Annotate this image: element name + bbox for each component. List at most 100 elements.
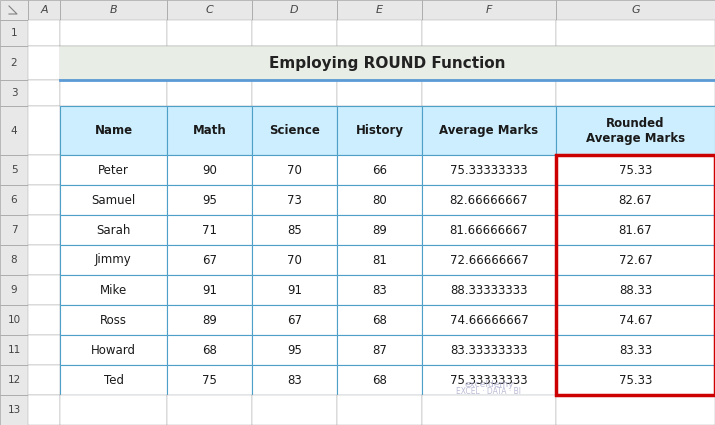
Bar — [556, 106, 715, 155]
Bar — [422, 0, 556, 20]
Text: 89: 89 — [202, 314, 217, 326]
Bar — [337, 275, 422, 305]
Text: 91: 91 — [202, 283, 217, 297]
Text: Ted: Ted — [104, 374, 124, 386]
Bar — [28, 20, 60, 46]
Bar — [0, 215, 28, 245]
Text: 6: 6 — [11, 195, 17, 205]
Text: 13: 13 — [7, 405, 21, 415]
Text: 73: 73 — [287, 193, 302, 207]
Bar — [167, 106, 252, 155]
Text: 74.67: 74.67 — [618, 314, 652, 326]
Text: 75.33333333: 75.33333333 — [450, 164, 528, 176]
Text: E: E — [376, 5, 383, 15]
Text: exceldemy: exceldemy — [464, 380, 514, 389]
Text: Rounded
Average Marks: Rounded Average Marks — [586, 116, 685, 144]
Text: Mike: Mike — [100, 283, 127, 297]
Bar — [252, 80, 337, 106]
Bar — [252, 395, 337, 425]
Text: 1: 1 — [11, 28, 17, 38]
Bar — [252, 335, 337, 365]
Text: 2: 2 — [11, 58, 17, 68]
Text: 89: 89 — [372, 224, 387, 236]
Bar — [28, 335, 60, 365]
Bar — [60, 155, 167, 185]
Bar — [556, 155, 715, 395]
Bar — [0, 106, 28, 155]
Bar — [0, 395, 28, 425]
Bar — [28, 245, 60, 275]
Text: Howard: Howard — [91, 343, 136, 357]
Bar — [252, 365, 337, 395]
Text: 7: 7 — [11, 225, 17, 235]
Text: 72.67: 72.67 — [618, 253, 652, 266]
Bar — [556, 365, 715, 395]
Bar — [28, 275, 60, 305]
Bar — [60, 80, 167, 106]
Text: 9: 9 — [11, 285, 17, 295]
Text: Samuel: Samuel — [92, 193, 136, 207]
Bar — [60, 275, 167, 305]
Text: 4: 4 — [11, 125, 17, 136]
Bar — [422, 305, 556, 335]
Text: F: F — [485, 5, 492, 15]
Bar — [337, 395, 422, 425]
Text: G: G — [631, 5, 640, 15]
Text: 8: 8 — [11, 255, 17, 265]
Text: 95: 95 — [202, 193, 217, 207]
Bar — [252, 245, 337, 275]
Text: B: B — [109, 5, 117, 15]
Text: 70: 70 — [287, 253, 302, 266]
Bar — [556, 80, 715, 106]
Bar — [0, 365, 28, 395]
Bar — [28, 215, 60, 245]
Bar — [167, 80, 252, 106]
Text: 95: 95 — [287, 343, 302, 357]
Bar — [337, 245, 422, 275]
Bar — [556, 155, 715, 185]
Bar — [60, 20, 167, 46]
Bar — [556, 215, 715, 245]
Bar — [60, 395, 167, 425]
Bar — [0, 0, 28, 20]
Text: 83.33: 83.33 — [619, 343, 652, 357]
Bar — [167, 305, 252, 335]
Bar — [60, 0, 167, 20]
Bar — [337, 305, 422, 335]
Bar — [337, 106, 422, 155]
Bar — [422, 335, 556, 365]
Text: 81.66666667: 81.66666667 — [450, 224, 528, 236]
Bar — [252, 215, 337, 245]
Bar — [252, 106, 337, 155]
Bar — [422, 106, 556, 155]
Bar — [337, 80, 422, 106]
Bar — [252, 275, 337, 305]
Bar — [337, 335, 422, 365]
Text: 75.33: 75.33 — [618, 164, 652, 176]
Text: 66: 66 — [372, 164, 387, 176]
Text: 81: 81 — [372, 253, 387, 266]
Bar — [556, 335, 715, 365]
Bar — [337, 155, 422, 185]
Text: 75: 75 — [202, 374, 217, 386]
Text: Science: Science — [269, 124, 320, 137]
Bar — [60, 245, 167, 275]
Text: Jimmy: Jimmy — [95, 253, 132, 266]
Bar — [337, 365, 422, 395]
Bar — [167, 20, 252, 46]
Bar — [60, 185, 167, 215]
Text: Ross: Ross — [100, 314, 127, 326]
Bar — [60, 365, 167, 395]
Bar — [252, 0, 337, 20]
Bar — [556, 275, 715, 305]
Bar — [167, 155, 252, 185]
Bar — [0, 335, 28, 365]
Text: Name: Name — [94, 124, 132, 137]
Text: History: History — [355, 124, 403, 137]
Bar — [28, 395, 60, 425]
Text: 88.33333333: 88.33333333 — [450, 283, 528, 297]
Bar — [556, 0, 715, 20]
Text: 82.67: 82.67 — [618, 193, 652, 207]
Bar — [28, 0, 60, 20]
Text: 83.33333333: 83.33333333 — [450, 343, 528, 357]
